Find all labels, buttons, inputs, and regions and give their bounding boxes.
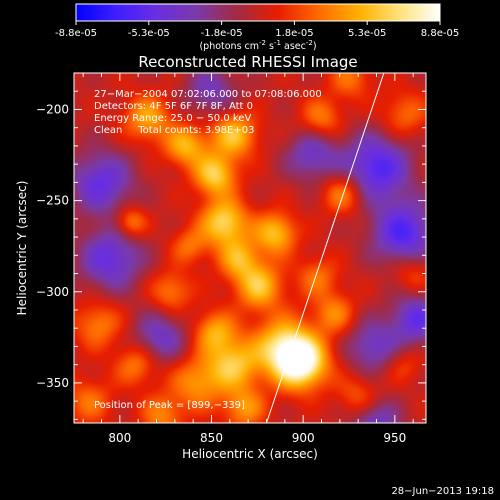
x-tick-label: 900 [292, 431, 315, 445]
y-tick-label: −300 [36, 285, 69, 299]
footer-date: 28−Jun−2013 19:18 [391, 486, 494, 497]
colorbar-tick-labels: -8.8e-05 -5.3e-05 -1.8e-05 1.8e-05 5.3e-… [55, 28, 459, 39]
x-tick-label: 950 [383, 431, 406, 445]
axis-ticks [74, 72, 426, 423]
colorbar-tick-label: -8.8e-05 [55, 28, 97, 39]
solar-limb-line [266, 72, 385, 424]
x-tick-label: 800 [108, 431, 131, 445]
colorbar [75, 3, 441, 22]
colorbar-tick-label: 1.8e-05 [275, 28, 313, 39]
colorbar-units: (photons cm-2 s-1 asec-2) [199, 39, 316, 52]
colorbar-tick-label: -1.8e-05 [201, 28, 243, 39]
chart-title: Reconstructed RHESSI Image [138, 53, 357, 71]
y-axis-label: Heliocentric Y (arcsec) [15, 181, 29, 316]
y-tick-label: −250 [36, 194, 69, 208]
y-tick-label: −350 [36, 376, 69, 390]
colorbar-tick-label: 8.8e-05 [421, 28, 459, 39]
x-tick-label: 850 [200, 431, 223, 445]
annotations: 27−Mar−2004 07:02:06.000 to 07:08:06.000… [94, 89, 322, 136]
y-tick-labels: −200 −250 −300 −350 [36, 102, 69, 389]
x-tick-labels: 800 850 900 950 [108, 431, 406, 445]
x-axis-label: Heliocentric X (arcsec) [182, 447, 318, 461]
annotation-time: 27−Mar−2004 07:02:06.000 to 07:08:06.000 [94, 89, 322, 100]
colorbar-ticks [75, 21, 441, 25]
annotation-detectors: Detectors: 4F 5F 6F 7F 8F, Att 0 [94, 101, 253, 112]
heatmap-image [74, 73, 426, 423]
colorbar-tick-label: -5.3e-05 [128, 28, 170, 39]
y-tick-label: −200 [36, 102, 69, 116]
heatmap [74, 73, 426, 423]
annotation-clean-counts: Clean Total counts: 3.98E+03 [94, 125, 254, 136]
peak-position-label: Position of Peak = [899,−339] [94, 400, 245, 411]
plot-frame [73, 72, 427, 424]
colorbar-tick-label: 5.3e-05 [348, 28, 386, 39]
annotation-energy: Energy Range: 25.0 − 50.0 keV [94, 113, 251, 124]
